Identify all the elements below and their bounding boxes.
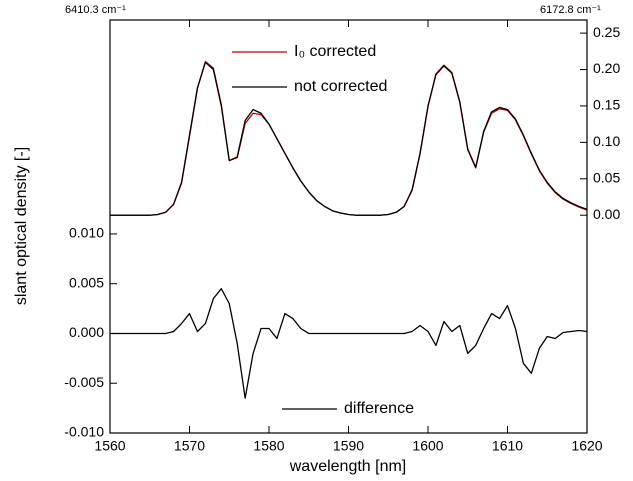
- y-axis-label: slant optical density [-]: [13, 147, 30, 305]
- series-line: [110, 288, 588, 399]
- legend-label: not corrected: [294, 78, 387, 95]
- x-tick-label: 1620: [571, 438, 602, 454]
- legend-label: I₀ corrected: [294, 43, 376, 60]
- legend-label: difference: [344, 400, 414, 417]
- y2-tick-label: 0.10: [593, 133, 620, 149]
- x-tick-label: 1590: [333, 438, 364, 454]
- y2-tick-label: 0.00: [593, 206, 620, 222]
- y-tick-label: 0.010: [69, 225, 104, 241]
- x-tick-label: 1610: [492, 438, 523, 454]
- annotation: 6172.8 cm⁻¹: [540, 4, 601, 16]
- x-tick-label: 1560: [94, 438, 125, 454]
- x-tick-label: 1600: [412, 438, 443, 454]
- y2-tick-label: 0.05: [593, 169, 620, 185]
- x-axis-label: wavelength [nm]: [289, 458, 407, 475]
- y-tick-label: -0.010: [64, 424, 104, 440]
- y2-tick-label: 0.20: [593, 60, 620, 76]
- y-tick-label: 0.005: [69, 274, 104, 290]
- y-tick-label: -0.005: [64, 374, 104, 390]
- x-tick-label: 1570: [174, 438, 205, 454]
- y-tick-label: 0.000: [69, 324, 104, 340]
- annotation: 6410.3 cm⁻¹: [65, 4, 126, 16]
- x-tick-label: 1580: [253, 438, 284, 454]
- y2-tick-label: 0.15: [593, 97, 620, 113]
- y2-tick-label: 0.25: [593, 24, 620, 40]
- series-line: [110, 61, 588, 216]
